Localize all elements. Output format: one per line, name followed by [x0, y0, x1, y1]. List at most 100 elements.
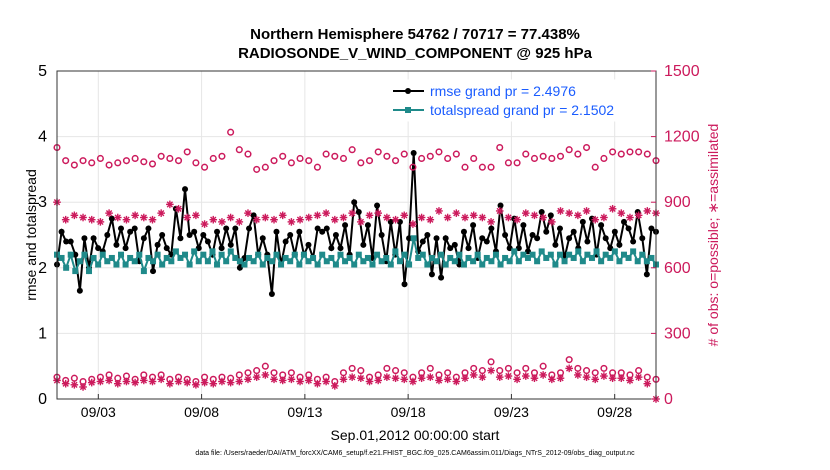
rmse-point	[259, 235, 266, 242]
rmse-point	[104, 232, 111, 238]
rmse-point	[534, 235, 541, 242]
totalspread-point	[186, 261, 193, 268]
rmse-point	[470, 222, 477, 229]
obs-assimilated-marker	[79, 213, 87, 222]
obs-assimilated-marker	[313, 211, 322, 220]
obs-possible-marker	[444, 369, 452, 377]
obs-possible-marker	[583, 367, 591, 375]
rmse-point	[159, 232, 166, 238]
y-axis-label: rmse and totalspread	[23, 169, 39, 301]
obs-assimilated-marker	[322, 209, 330, 217]
totalspread-point	[314, 261, 321, 268]
obs-assimilated-marker	[235, 377, 244, 386]
rmse-point	[76, 287, 83, 294]
rmse-point	[648, 225, 655, 232]
obs-assimilated-marker	[157, 375, 165, 384]
obs-possible-marker	[435, 148, 443, 156]
totalspread-point	[515, 258, 522, 265]
totalspread-point	[511, 248, 518, 255]
obs-possible-marker	[392, 367, 400, 375]
obs-assimilated-marker	[478, 213, 487, 222]
totalspread-point	[387, 261, 394, 268]
rmse-point	[556, 225, 563, 232]
rmse-point	[328, 245, 335, 252]
rmse-point	[497, 202, 504, 209]
obs-assimilated-marker	[617, 209, 626, 217]
obs-assimilated-marker	[409, 377, 417, 386]
rmse-point	[620, 218, 627, 225]
rmse-point	[351, 199, 358, 206]
obs-possible-marker	[635, 367, 643, 375]
obs-assimilated-marker	[131, 378, 139, 387]
rmse-point	[515, 245, 522, 252]
obs-possible-marker	[357, 367, 365, 375]
obs-assimilated-marker	[365, 211, 374, 220]
obs-possible-marker	[348, 146, 356, 154]
obs-assimilated-marker	[174, 377, 183, 386]
totalspread-point	[163, 254, 170, 261]
obs-assimilated-marker	[148, 377, 157, 386]
rmse-point	[419, 238, 426, 245]
obs-assimilated-marker	[400, 211, 409, 220]
obs-possible-marker	[522, 150, 530, 158]
rmse-point	[223, 225, 230, 232]
totalspread-point	[419, 251, 426, 258]
rmse-point	[246, 225, 253, 232]
rmse-point	[438, 274, 445, 281]
totalspread-point	[625, 254, 632, 261]
obs-assimilated-marker	[426, 215, 435, 224]
obs-possible-marker	[166, 154, 174, 163]
totalspread-point	[575, 248, 582, 255]
rmse-point	[72, 251, 79, 258]
totalspread-point	[273, 251, 280, 258]
rmse-point	[232, 225, 239, 232]
legend-rmse-marker	[405, 88, 411, 94]
rmse-point	[218, 245, 225, 252]
rmse-point	[268, 291, 275, 298]
totalspread-point	[287, 258, 294, 265]
obs-possible-marker	[452, 150, 460, 158]
obs-assimilated-marker	[521, 372, 530, 380]
rmse-point	[241, 254, 248, 261]
totalspread-point	[497, 261, 504, 268]
obs-possible-marker	[227, 128, 235, 136]
totalspread-point	[520, 251, 527, 258]
rmse-point	[447, 245, 454, 252]
obs-possible-marker	[70, 374, 78, 382]
totalspread-point	[351, 261, 358, 268]
plot-frame	[56, 70, 657, 400]
legend: rmse grand pr = 2.4976 totalspread grand…	[386, 79, 644, 122]
obs-assimilated-marker	[148, 215, 157, 224]
obs-assimilated-marker	[443, 375, 452, 384]
obs-possible-marker	[235, 371, 243, 379]
obs-assimilated-marker	[530, 374, 539, 383]
rmse-point	[332, 232, 339, 238]
obs-assimilated-marker	[70, 380, 79, 389]
totalspread-point	[607, 254, 614, 261]
totalspread-point	[593, 248, 600, 255]
rmse-point	[479, 235, 486, 242]
obs-assimilated-marker	[365, 377, 374, 386]
obs-assimilated-marker	[469, 211, 478, 220]
totalspread-point	[378, 258, 385, 265]
obs-assimilated-marker	[218, 218, 226, 226]
rmse-point	[163, 245, 170, 252]
obs-assimilated-marker	[304, 376, 313, 385]
rmse-point	[186, 232, 193, 238]
totalspread-point	[406, 261, 413, 268]
rmse-point	[451, 241, 458, 248]
totalspread-point	[76, 258, 83, 265]
obs-possible-marker	[626, 148, 634, 156]
totalspread-point	[342, 258, 349, 265]
obs-assimilated-marker	[443, 213, 452, 222]
obs-assimilated-marker	[634, 211, 643, 220]
totalspread-point	[488, 258, 495, 265]
obs-possible-marker	[504, 159, 512, 167]
obs-possible-marker	[96, 154, 104, 163]
rmse-point	[428, 271, 435, 278]
obs-assimilated-marker	[261, 213, 270, 222]
totalspread-point	[566, 251, 573, 258]
rmse-point	[374, 202, 381, 209]
totalspread-point	[337, 251, 344, 258]
rmse-point	[319, 228, 326, 235]
